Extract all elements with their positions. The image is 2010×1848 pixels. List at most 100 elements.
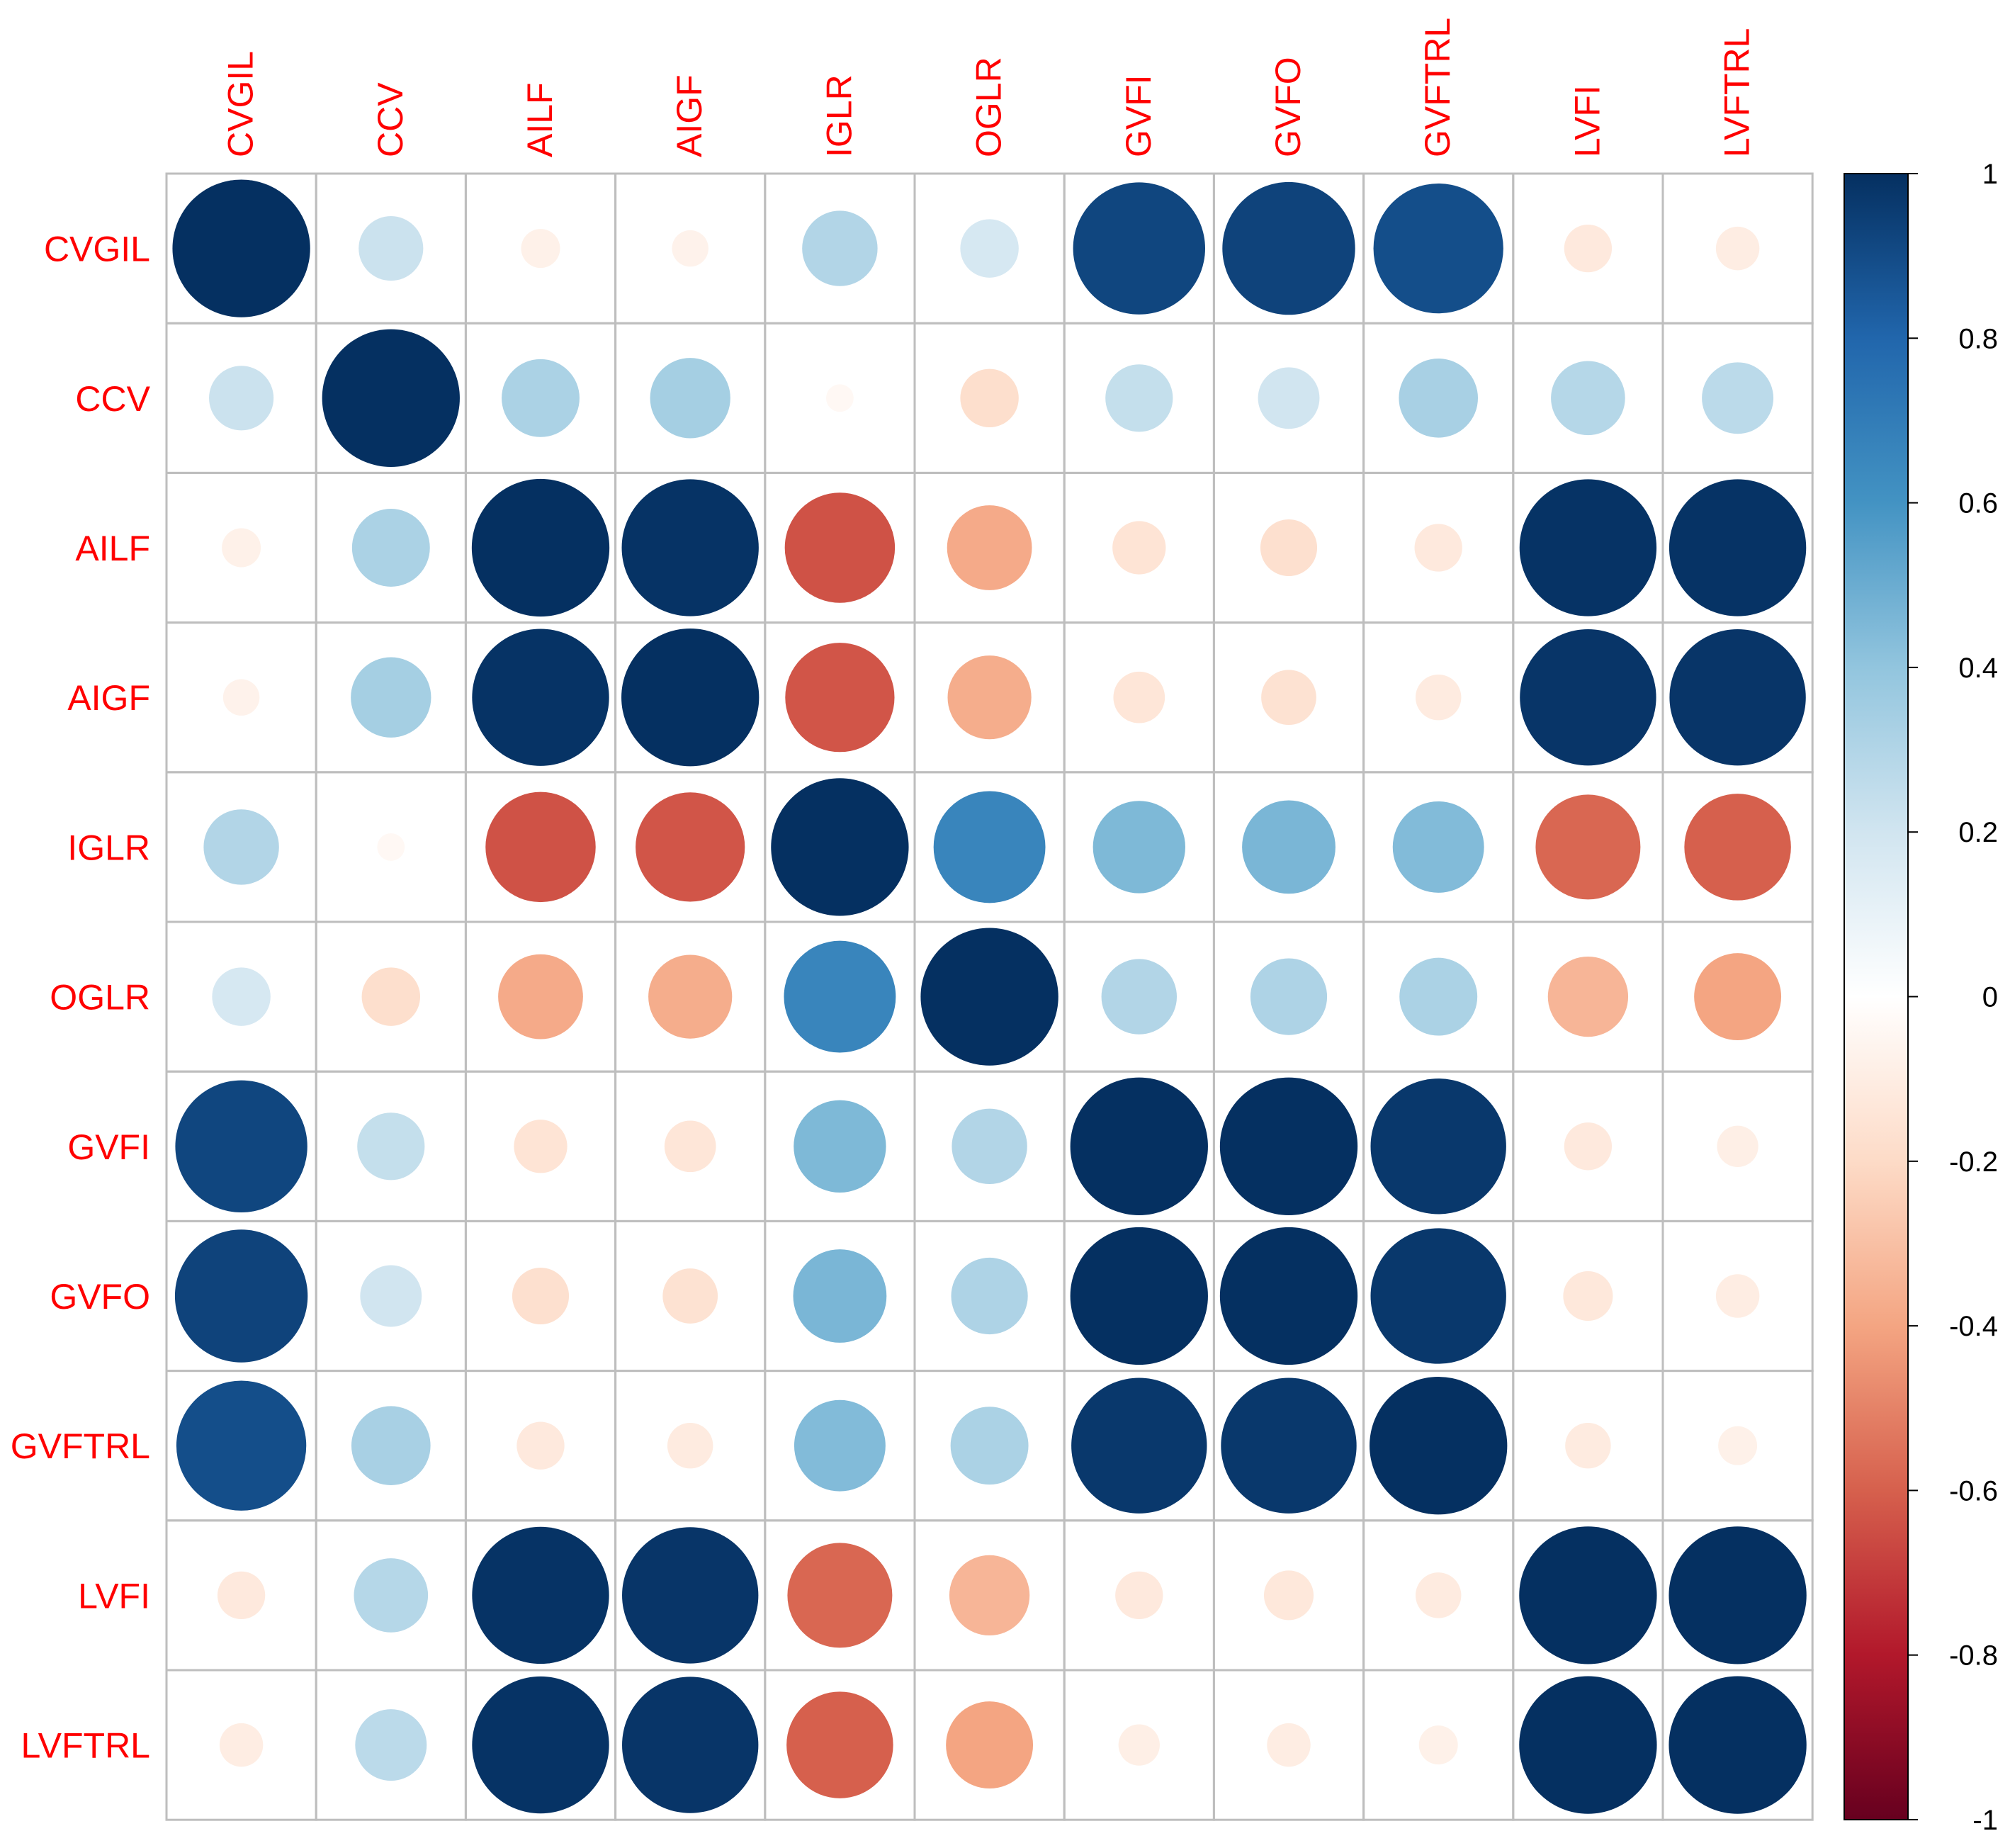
corr-circle-iglr-oglr [933,791,1046,903]
corr-circle-aigf-gvftrl [1415,674,1462,721]
corr-circle-cvgil-ailf [521,229,560,269]
col-label-gvfi: GVFI [1119,74,1158,157]
corr-circle-iglr-ccv [377,833,405,861]
corr-circle-ccv-gvfo [1258,367,1320,429]
corr-circle-gvfo-ccv [360,1265,422,1327]
corr-circle-ccv-lvftrl [1702,362,1774,434]
corr-circle-lvfi-oglr [949,1555,1030,1636]
color-bar-tick-label: -0.8 [1949,1640,1998,1672]
corr-circle-aigf-gvfo [1261,670,1316,726]
corr-circle-gvftrl-gvfo [1221,1377,1357,1514]
row-label-aigf: AIGF [67,678,150,718]
corr-circle-gvfo-cvgil [174,1229,308,1363]
corr-circle-gvfi-ailf [514,1120,568,1173]
color-bar-tick-label: 0.4 [1958,653,1998,684]
corr-circle-gvfo-gvftrl [1370,1228,1506,1364]
corr-circle-ailf-gvfo [1260,519,1318,577]
corr-circle-gvfi-gvftrl [1370,1078,1506,1215]
corr-circle-iglr-iglr [771,778,909,916]
corr-circle-gvfi-gvfo [1219,1077,1358,1215]
corr-circle-oglr-ailf [498,954,583,1040]
corr-circle-ailf-gvftrl [1414,524,1462,572]
corr-circle-lvfi-iglr [787,1543,893,1648]
col-label-lvfi: LVFI [1567,85,1607,157]
col-label-aigf: AIGF [670,74,709,157]
corr-circle-gvftrl-ccv [351,1406,431,1486]
corr-circle-gvfo-gvfi [1070,1227,1208,1365]
corr-circle-ccv-ccv [322,329,460,467]
row-label-lvftrl: LVFTRL [21,1726,150,1766]
corr-circle-gvftrl-iglr [794,1399,886,1492]
corr-circle-gvftrl-lvfi [1565,1422,1611,1469]
corr-circle-oglr-iglr [784,940,896,1053]
corr-circle-oglr-ccv [361,967,421,1026]
corr-circle-ailf-lvfi [1519,479,1657,616]
corr-circle-iglr-gvfi [1092,801,1185,894]
corr-circle-cvgil-aigf [672,230,708,267]
corr-circle-iglr-cvgil [203,809,279,885]
corr-circle-lvfi-lvftrl [1669,1526,1807,1664]
corr-circle-lvfi-gvftrl [1415,1572,1462,1618]
corr-circle-gvfi-cvgil [175,1080,307,1212]
corr-circle-ccv-cvgil [209,366,274,431]
corr-circle-ccv-ailf [502,359,580,437]
col-label-ailf: AILF [520,82,560,157]
corr-circle-aigf-ccv [351,657,431,738]
col-label-oglr: OGLR [969,57,1009,157]
corr-circle-oglr-gvfi [1101,959,1178,1035]
corr-circle-lvftrl-aigf [622,1677,759,1813]
corr-circle-ailf-ailf [471,478,610,617]
corr-circle-ailf-iglr [784,492,896,603]
corr-circle-lvftrl-oglr [946,1701,1034,1789]
corr-circle-oglr-lvfi [1547,956,1629,1037]
corr-circle-iglr-gvfo [1242,800,1336,894]
corr-circle-gvfi-gvfi [1070,1077,1208,1215]
col-label-gvfo: GVFO [1268,57,1308,157]
corr-circle-cvgil-oglr [960,219,1019,278]
color-bar-tick-label: 0.2 [1958,817,1998,848]
corr-circle-aigf-iglr [785,643,895,753]
corr-circle-gvfi-oglr [952,1108,1027,1185]
row-label-lvfi: LVFI [78,1576,150,1616]
color-bar-tick-label: -0.2 [1949,1146,1998,1178]
grid-cell-lvftrl-lvftrl [1661,1669,1814,1821]
color-bar-tick-label: 1 [1982,159,1998,190]
corr-circle-lvfi-gvfi [1115,1571,1163,1620]
corr-circle-gvfo-lvfi [1563,1270,1613,1322]
corr-circle-ccv-iglr [825,384,854,412]
corr-circle-lvfi-ccv [354,1558,429,1633]
corr-circle-cvgil-cvgil [172,179,310,317]
col-label-lvftrl: LVFTRL [1717,28,1757,157]
corr-circle-cvgil-ccv [358,216,424,281]
corr-circle-gvfo-aigf [662,1268,718,1324]
corr-circle-ccv-aigf [650,358,730,439]
corr-circle-gvfo-gvfo [1219,1227,1358,1365]
row-label-oglr: OGLR [50,978,150,1018]
correlation-circles [172,179,1807,1814]
row-label-cvgil: CVGIL [44,230,150,269]
corr-circle-iglr-gvftrl [1392,801,1484,893]
corr-circle-aigf-cvgil [222,679,260,716]
corr-circle-ailf-ccv [351,509,430,587]
corr-circle-oglr-gvfo [1250,958,1328,1035]
corr-circle-lvftrl-iglr [786,1691,893,1798]
corr-circle-lvftrl-ailf [472,1676,609,1814]
corr-circle-gvftrl-cvgil [176,1380,307,1511]
row-label-gvfi: GVFI [67,1127,150,1167]
corr-circle-gvfi-ccv [357,1112,425,1181]
row-label-ailf: AILF [75,529,150,568]
corr-circle-cvgil-gvfi [1073,182,1205,315]
color-bar-tick-label: -1 [1972,1805,1998,1836]
corr-circle-aigf-ailf [472,629,609,766]
corr-circle-lvftrl-lvfi [1519,1676,1657,1814]
corr-circle-gvfi-iglr [794,1100,886,1193]
corr-circle-lvfi-gvfo [1263,1570,1314,1621]
corr-circle-lvfi-cvgil [217,1571,266,1620]
corr-circle-oglr-aigf [648,954,733,1039]
row-labels: CVGIL CCV AILF AIGF IGLR OGLR GVFI GVFO GVFTRL LV… [11,230,151,1766]
corr-circle-lvfi-lvfi [1519,1526,1657,1664]
corr-circle-iglr-lvftrl [1684,794,1791,901]
corr-circle-gvfi-lvfi [1564,1122,1613,1171]
corr-circle-ailf-lvftrl [1669,479,1807,616]
